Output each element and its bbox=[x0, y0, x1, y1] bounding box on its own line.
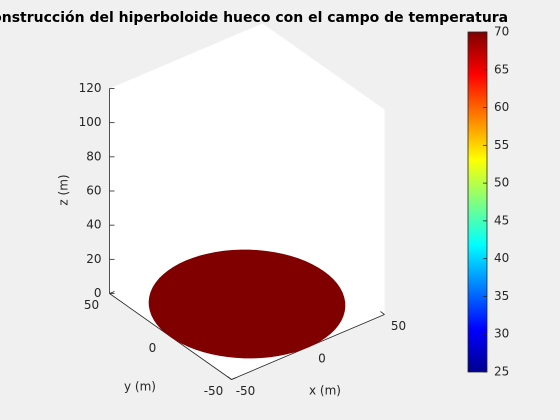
chart-title: Construcción del hiperboloide hueco con … bbox=[0, 10, 508, 26]
z-tick-label: 120 bbox=[79, 81, 102, 95]
z-tick-label: 80 bbox=[86, 149, 101, 163]
axes bbox=[109, 23, 385, 380]
z-tick-label: 0 bbox=[94, 286, 102, 300]
x-tick-label: 50 bbox=[391, 319, 406, 333]
x-tick bbox=[227, 376, 232, 380]
z-tick-label: 60 bbox=[86, 184, 101, 198]
y-tick bbox=[231, 377, 237, 380]
colorbar-tick-label: 35 bbox=[494, 289, 509, 303]
x-tick-label: 0 bbox=[318, 352, 326, 366]
colorbar-tick-label: 65 bbox=[494, 62, 509, 76]
colorbar-tick-label: 30 bbox=[494, 327, 509, 341]
colorbar-tick-label: 40 bbox=[494, 251, 509, 265]
z-axis-label: z (m) bbox=[57, 174, 71, 205]
colorbar-tick-label: 70 bbox=[494, 25, 509, 39]
z-tick-label: 40 bbox=[86, 218, 101, 232]
colorbar-tick-label: 50 bbox=[494, 176, 509, 190]
x-tick-label: -50 bbox=[236, 384, 256, 398]
y-tick-label: 50 bbox=[84, 298, 99, 312]
colorbar bbox=[467, 31, 488, 373]
y-tick bbox=[109, 291, 115, 294]
colorbar-tick-label: 45 bbox=[494, 213, 509, 227]
x-axis-label: x (m) bbox=[309, 384, 341, 398]
surface bbox=[148, 249, 346, 359]
y-tick-label: -50 bbox=[204, 384, 224, 398]
colorbar-tick-label: 60 bbox=[494, 100, 509, 114]
y-tick-label: 0 bbox=[149, 341, 157, 355]
colorbar-tick-label: 55 bbox=[494, 138, 509, 152]
x-tick bbox=[380, 311, 385, 315]
z-tick-label: 20 bbox=[86, 252, 101, 266]
z-tick-label: 100 bbox=[79, 115, 102, 129]
y-axis-label: y (m) bbox=[124, 380, 156, 394]
colorbar-tick-label: 25 bbox=[494, 365, 509, 379]
